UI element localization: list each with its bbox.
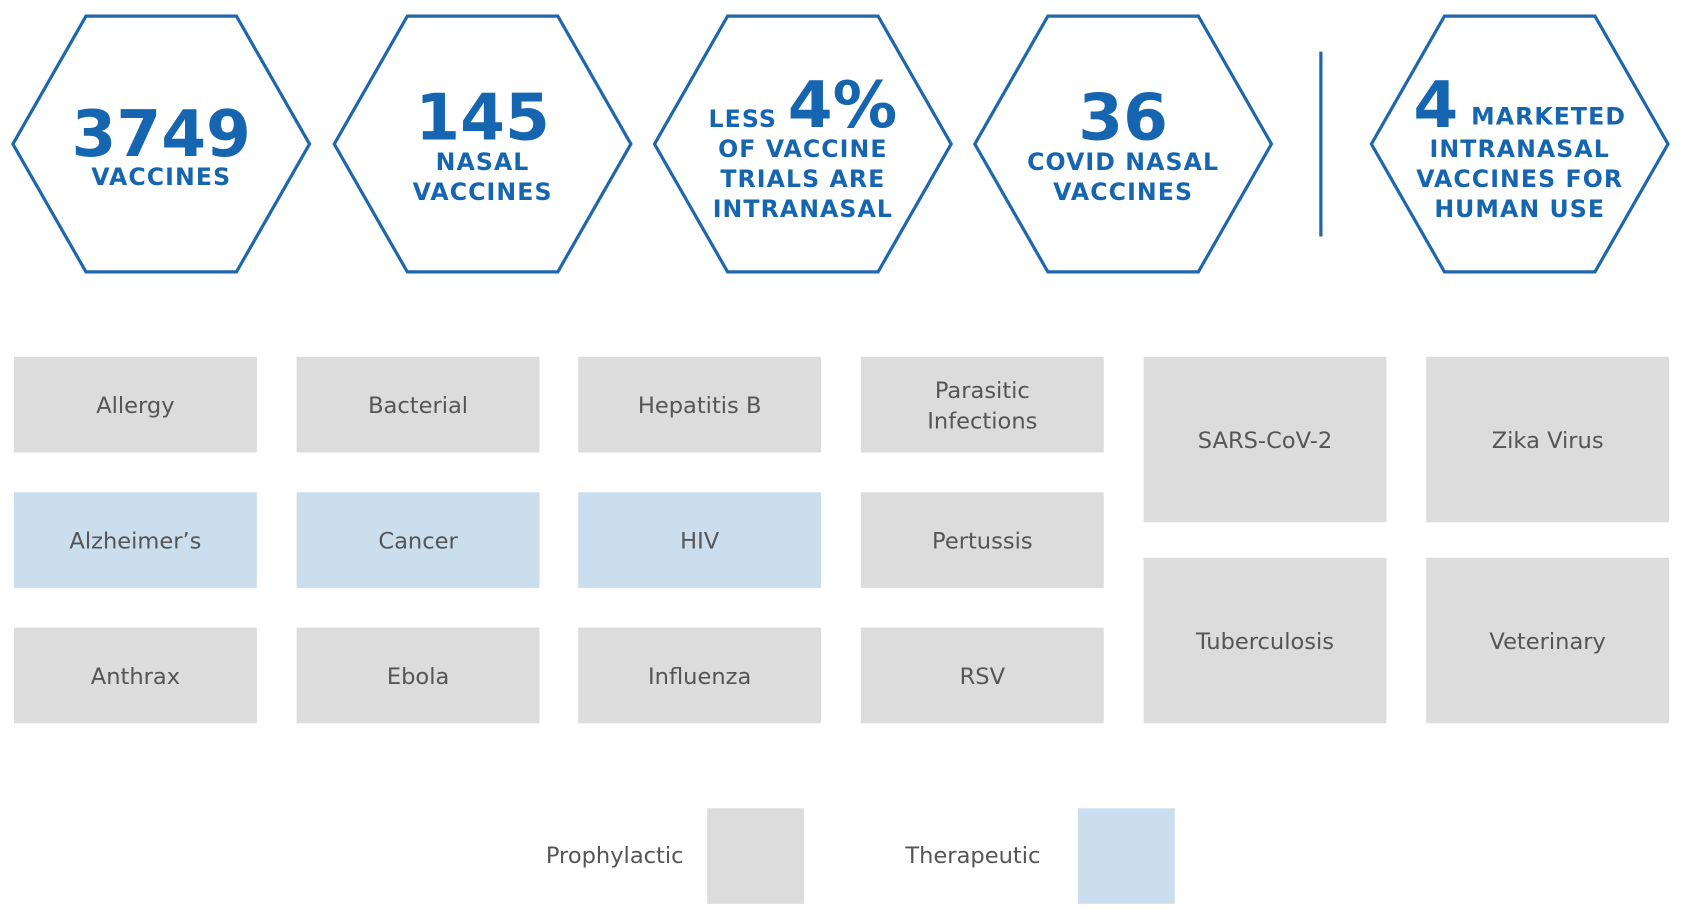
hex-headline: 36 bbox=[1078, 81, 1168, 156]
hex-headline: 145 bbox=[415, 81, 550, 156]
hex-line: INTRANASAL bbox=[713, 195, 893, 223]
hex-line: VACCINES bbox=[91, 163, 231, 191]
hex-headline: 3749 bbox=[71, 97, 250, 172]
category-tile bbox=[13, 627, 257, 724]
hexagon bbox=[652, 14, 954, 274]
category-label: Pertussis bbox=[932, 529, 1033, 555]
category-tile bbox=[860, 356, 1104, 453]
category-label: Alzheimer’s bbox=[69, 529, 201, 555]
category-tile bbox=[1426, 356, 1670, 523]
category-tile bbox=[13, 492, 257, 588]
category-tile bbox=[296, 627, 540, 724]
category-label: Anthrax bbox=[91, 664, 180, 690]
hex-headline: LESS 4% bbox=[709, 68, 898, 143]
category-label: Ebola bbox=[387, 664, 449, 690]
category-label: Veterinary bbox=[1489, 629, 1606, 655]
hex-number: 4% bbox=[788, 68, 897, 143]
category-label: Infections bbox=[927, 408, 1037, 434]
category-tile bbox=[578, 356, 822, 453]
hex-number: 36 bbox=[1078, 81, 1168, 156]
hex-line: HUMAN USE bbox=[1434, 195, 1605, 223]
category-tile bbox=[13, 356, 257, 453]
legend-swatch bbox=[1077, 808, 1175, 904]
hex-suffix: MARKETED bbox=[1471, 103, 1626, 131]
legend-swatch bbox=[707, 808, 804, 904]
hex-line: VACCINES bbox=[1053, 178, 1193, 206]
hexagon bbox=[972, 14, 1274, 274]
category-label: Bacterial bbox=[368, 393, 468, 419]
legend-label: Therapeutic bbox=[904, 843, 1040, 869]
category-tile bbox=[578, 627, 822, 724]
hexagon bbox=[11, 14, 312, 274]
category-label: Parasitic bbox=[935, 378, 1030, 404]
category-label: Tuberculosis bbox=[1195, 629, 1334, 655]
hex-number: 4 bbox=[1413, 68, 1458, 143]
legend-label: Prophylactic bbox=[546, 843, 684, 869]
hex-number: 3749 bbox=[71, 97, 250, 172]
category-label: Allergy bbox=[96, 393, 174, 419]
hex-line: TRIALS ARE bbox=[720, 165, 885, 193]
category-tile bbox=[860, 492, 1104, 588]
hex-line: VACCINES FOR bbox=[1416, 165, 1623, 193]
hex-headline: 4 MARKETED bbox=[1413, 68, 1626, 143]
category-tile bbox=[578, 492, 822, 588]
category-label: Influenza bbox=[648, 664, 751, 690]
category-label: RSV bbox=[960, 664, 1006, 690]
category-label: Hepatitis B bbox=[638, 393, 762, 419]
hex-line: NASAL bbox=[436, 148, 530, 176]
category-tile bbox=[296, 356, 540, 453]
category-label: Zika Virus bbox=[1492, 428, 1604, 454]
category-tile bbox=[1143, 356, 1387, 523]
hex-line: VACCINES bbox=[413, 178, 553, 206]
hexagon bbox=[1369, 14, 1670, 274]
hex-line: INTRANASAL bbox=[1430, 135, 1610, 163]
category-label: HIV bbox=[680, 529, 720, 555]
category-label: Cancer bbox=[378, 529, 458, 555]
hex-prefix: LESS bbox=[709, 105, 777, 133]
hex-number: 145 bbox=[415, 81, 550, 156]
hexagon bbox=[332, 14, 633, 274]
category-tile bbox=[1426, 557, 1670, 724]
hex-line: OF VACCINE bbox=[718, 135, 888, 163]
category-tile bbox=[296, 492, 540, 588]
category-tile bbox=[1143, 557, 1387, 724]
category-label: SARS-CoV-2 bbox=[1198, 428, 1332, 454]
hex-line: COVID NASAL bbox=[1027, 148, 1219, 176]
category-tile bbox=[860, 627, 1104, 724]
